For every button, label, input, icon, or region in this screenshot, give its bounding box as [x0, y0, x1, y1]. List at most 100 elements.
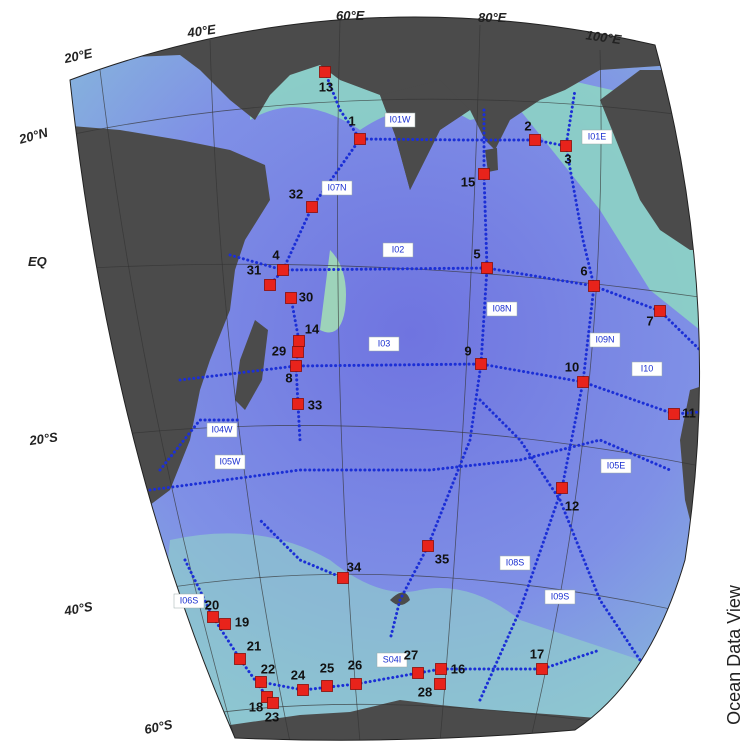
station-marker [478, 168, 490, 180]
station-marker [475, 358, 487, 370]
lat-label: EQ [28, 254, 47, 269]
station-label: 19 [235, 614, 249, 629]
station-label: 9 [464, 343, 471, 358]
station-label: 13 [319, 79, 333, 94]
section-label: I04W [211, 424, 233, 434]
station-label: 3 [564, 151, 571, 166]
station-label: 23 [265, 709, 279, 724]
section-box [499, 555, 531, 571]
section-label: I02 [392, 244, 405, 254]
section-box [631, 361, 663, 377]
lon-label: 80°E [478, 10, 507, 25]
station-label: 2 [524, 118, 531, 133]
track [183, 558, 269, 699]
station-label: 10 [565, 359, 579, 374]
station-marker [556, 482, 568, 494]
section-box [600, 458, 632, 474]
section-label: I01E [588, 131, 607, 141]
station-label: 15 [461, 174, 475, 189]
section-box [581, 129, 613, 145]
station-label: 7 [646, 313, 653, 328]
station-label: 4 [272, 247, 280, 262]
station-label: 18 [249, 699, 263, 714]
land-asia [70, 17, 700, 190]
station-marker [560, 140, 572, 152]
graticule [70, 263, 700, 301]
station-label: 28 [418, 684, 432, 699]
section-box [368, 336, 400, 352]
section-label: I05E [607, 460, 626, 470]
section-label: I05W [219, 456, 241, 466]
station-marker [264, 279, 276, 291]
track [148, 438, 672, 492]
graticule [99, 573, 700, 621]
section-label: I09N [595, 334, 614, 344]
station-marker [292, 398, 304, 410]
graticule [99, 69, 236, 741]
station-label: 29 [272, 343, 286, 358]
section-box [206, 422, 238, 438]
station-label: 33 [308, 397, 322, 412]
station-marker [350, 678, 362, 690]
section-label: I10 [641, 363, 654, 373]
section-label: I08S [506, 557, 525, 567]
track [268, 137, 362, 287]
station-label: 8 [285, 370, 292, 385]
section-box [214, 454, 246, 470]
station-marker [267, 697, 279, 709]
lat-label: 40°S [62, 599, 94, 619]
station-label: 31 [247, 262, 261, 277]
station-marker [290, 360, 302, 372]
station-marker [293, 335, 305, 347]
globe-outline [69, 16, 701, 741]
section-label: I06S [180, 595, 199, 605]
section-box [589, 332, 621, 348]
station-label: 5 [473, 246, 480, 261]
station-marker [261, 691, 273, 703]
station-marker [321, 680, 333, 692]
graticule [70, 425, 700, 471]
station-label: 22 [261, 661, 275, 676]
station-label: 24 [291, 667, 306, 682]
section-box [384, 112, 416, 128]
graticule [439, 24, 481, 741]
station-label: 21 [247, 638, 261, 653]
station-marker [219, 618, 231, 630]
station-label: 12 [565, 498, 579, 513]
lon-label: 20°E [62, 45, 94, 66]
credit: Ocean Data View [724, 584, 744, 725]
lat-label: 60°S [143, 716, 174, 737]
section-label: I08N [492, 303, 511, 313]
station-label: 32 [289, 186, 303, 201]
station-marker [255, 676, 267, 688]
section-label: I07N [327, 182, 346, 192]
lon-label: 100°E [585, 27, 623, 47]
station-marker [588, 280, 600, 292]
station-marker [435, 663, 447, 675]
lat-label: 20°S [27, 429, 58, 448]
track [158, 418, 242, 472]
station-label: 27 [404, 647, 418, 662]
section-box [382, 242, 414, 258]
station-label: 30 [299, 289, 313, 304]
station-marker [337, 572, 349, 584]
station-label: 17 [530, 646, 544, 661]
land-sri-lanka [485, 148, 498, 172]
section-box [321, 180, 353, 196]
station-marker [481, 262, 493, 274]
station-marker [529, 134, 541, 146]
station-label: 16 [451, 661, 465, 676]
station-marker [285, 292, 297, 304]
station-marker [234, 653, 246, 665]
station-marker [292, 346, 304, 358]
section-box [486, 301, 518, 317]
land-southeast-asia [600, 70, 700, 250]
track [388, 108, 489, 642]
section-label: I03 [378, 338, 391, 348]
station-label: 1 [348, 113, 355, 128]
station-marker [297, 684, 309, 696]
station-marker [422, 540, 434, 552]
graticule [337, 19, 361, 741]
